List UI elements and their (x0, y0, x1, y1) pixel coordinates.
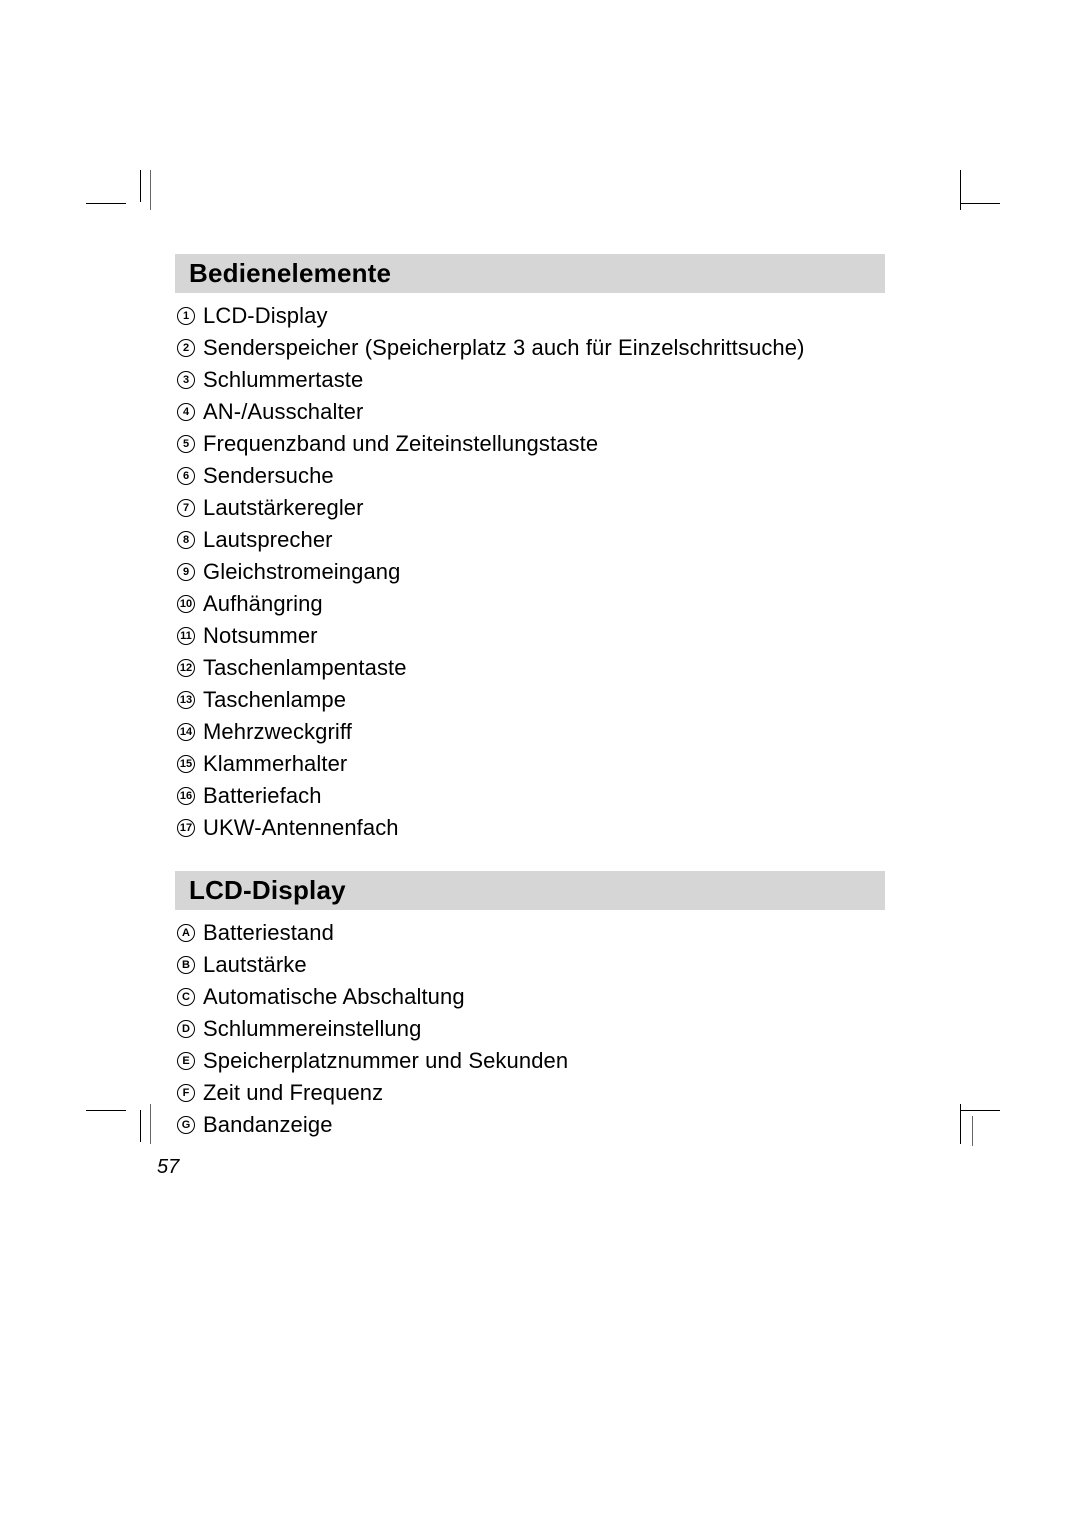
list-item: 6 Sendersuche (175, 463, 885, 489)
list-item: 8 Lautsprecher (175, 527, 885, 553)
list-item: 7 Lautstärkeregler (175, 495, 885, 521)
item-text: Speicherplatznummer und Sekunden (203, 1048, 568, 1074)
item-text: Taschenlampe (203, 687, 346, 713)
lcd-display-list: A Batteriestand B Lautstärke C Automatische A… (175, 920, 885, 1138)
list-item: B Lautstärke (175, 952, 885, 978)
item-marker: 8 (177, 531, 195, 549)
item-marker: E (177, 1052, 195, 1070)
item-marker: 3 (177, 371, 195, 389)
list-item: 12 Taschenlampentaste (175, 655, 885, 681)
item-text: Notsummer (203, 623, 318, 649)
list-item: 2 Senderspeicher (Speicherplatz 3 auch fü… (175, 335, 885, 361)
item-marker: D (177, 1020, 195, 1038)
list-item: 11 Notsummer (175, 623, 885, 649)
item-marker: 2 (177, 339, 195, 357)
list-item: F Zeit und Frequenz (175, 1080, 885, 1106)
list-item: G Bandanzeige (175, 1112, 885, 1138)
item-marker: C (177, 988, 195, 1006)
item-text: Mehrzweckgriff (203, 719, 352, 745)
list-item: A Batteriestand (175, 920, 885, 946)
section-heading-bedienelemente: Bedienelemente (175, 254, 885, 293)
item-text: Aufhängring (203, 591, 323, 617)
list-item: 4 AN-/Ausschalter (175, 399, 885, 425)
item-marker: 5 (177, 435, 195, 453)
item-marker: F (177, 1084, 195, 1102)
list-item: 14 Mehrzweckgriff (175, 719, 885, 745)
item-text: LCD-Display (203, 303, 328, 329)
item-text: Zeit und Frequenz (203, 1080, 383, 1106)
item-text: Batteriefach (203, 783, 322, 809)
item-text: Batteriestand (203, 920, 334, 946)
item-marker: 12 (177, 659, 195, 677)
manual-page: Bedienelemente 1 LCD-Display 2 Senderspeich… (0, 0, 1080, 1528)
list-item: 15 Klammerhalter (175, 751, 885, 777)
item-text: Schlummereinstellung (203, 1016, 421, 1042)
item-text: Klammerhalter (203, 751, 347, 777)
item-marker: G (177, 1116, 195, 1134)
list-item: 10 Aufhängring (175, 591, 885, 617)
item-marker: 9 (177, 563, 195, 581)
list-item: 16 Batteriefach (175, 783, 885, 809)
item-text: Sendersuche (203, 463, 334, 489)
item-marker: 7 (177, 499, 195, 517)
list-item: C Automatische Abschaltung (175, 984, 885, 1010)
item-text: Lautstärke (203, 952, 307, 978)
item-text: Schlummertaste (203, 367, 363, 393)
item-marker: 13 (177, 691, 195, 709)
list-item: 1 LCD-Display (175, 303, 885, 329)
item-marker: 10 (177, 595, 195, 613)
item-text: Senderspeicher (Speicherplatz 3 auch für… (203, 335, 805, 361)
list-item: 13 Taschenlampe (175, 687, 885, 713)
item-text: Frequenzband und Zeiteinstellungstaste (203, 431, 598, 457)
bedienelemente-list: 1 LCD-Display 2 Senderspeicher (Speicherpla… (175, 303, 885, 841)
page-content: Bedienelemente 1 LCD-Display 2 Senderspeich… (175, 254, 885, 1179)
item-marker: 15 (177, 755, 195, 773)
item-text: Taschenlampentaste (203, 655, 407, 681)
item-marker: 17 (177, 819, 195, 837)
item-marker: A (177, 924, 195, 942)
item-text: Lautstärkeregler (203, 495, 364, 521)
item-marker: 14 (177, 723, 195, 741)
item-text: AN-/Ausschalter (203, 399, 363, 425)
item-marker: 11 (177, 627, 195, 645)
item-text: Gleichstromeingang (203, 559, 400, 585)
list-item: 9 Gleichstromeingang (175, 559, 885, 585)
item-text: Bandanzeige (203, 1112, 333, 1138)
item-marker: 16 (177, 787, 195, 805)
item-marker: B (177, 956, 195, 974)
page-number: 57 (157, 1156, 885, 1179)
section-heading-lcd-display: LCD-Display (175, 871, 885, 910)
list-item: 17 UKW-Antennenfach (175, 815, 885, 841)
item-marker: 6 (177, 467, 195, 485)
list-item: 5 Frequenzband und Zeiteinstellungstaste (175, 431, 885, 457)
item-text: Automatische Abschaltung (203, 984, 465, 1010)
list-item: E Speicherplatznummer und Sekunden (175, 1048, 885, 1074)
item-text: Lautsprecher (203, 527, 333, 553)
list-item: 3 Schlummertaste (175, 367, 885, 393)
item-marker: 4 (177, 403, 195, 421)
list-item: D Schlummereinstellung (175, 1016, 885, 1042)
item-marker: 1 (177, 307, 195, 325)
item-text: UKW-Antennenfach (203, 815, 399, 841)
